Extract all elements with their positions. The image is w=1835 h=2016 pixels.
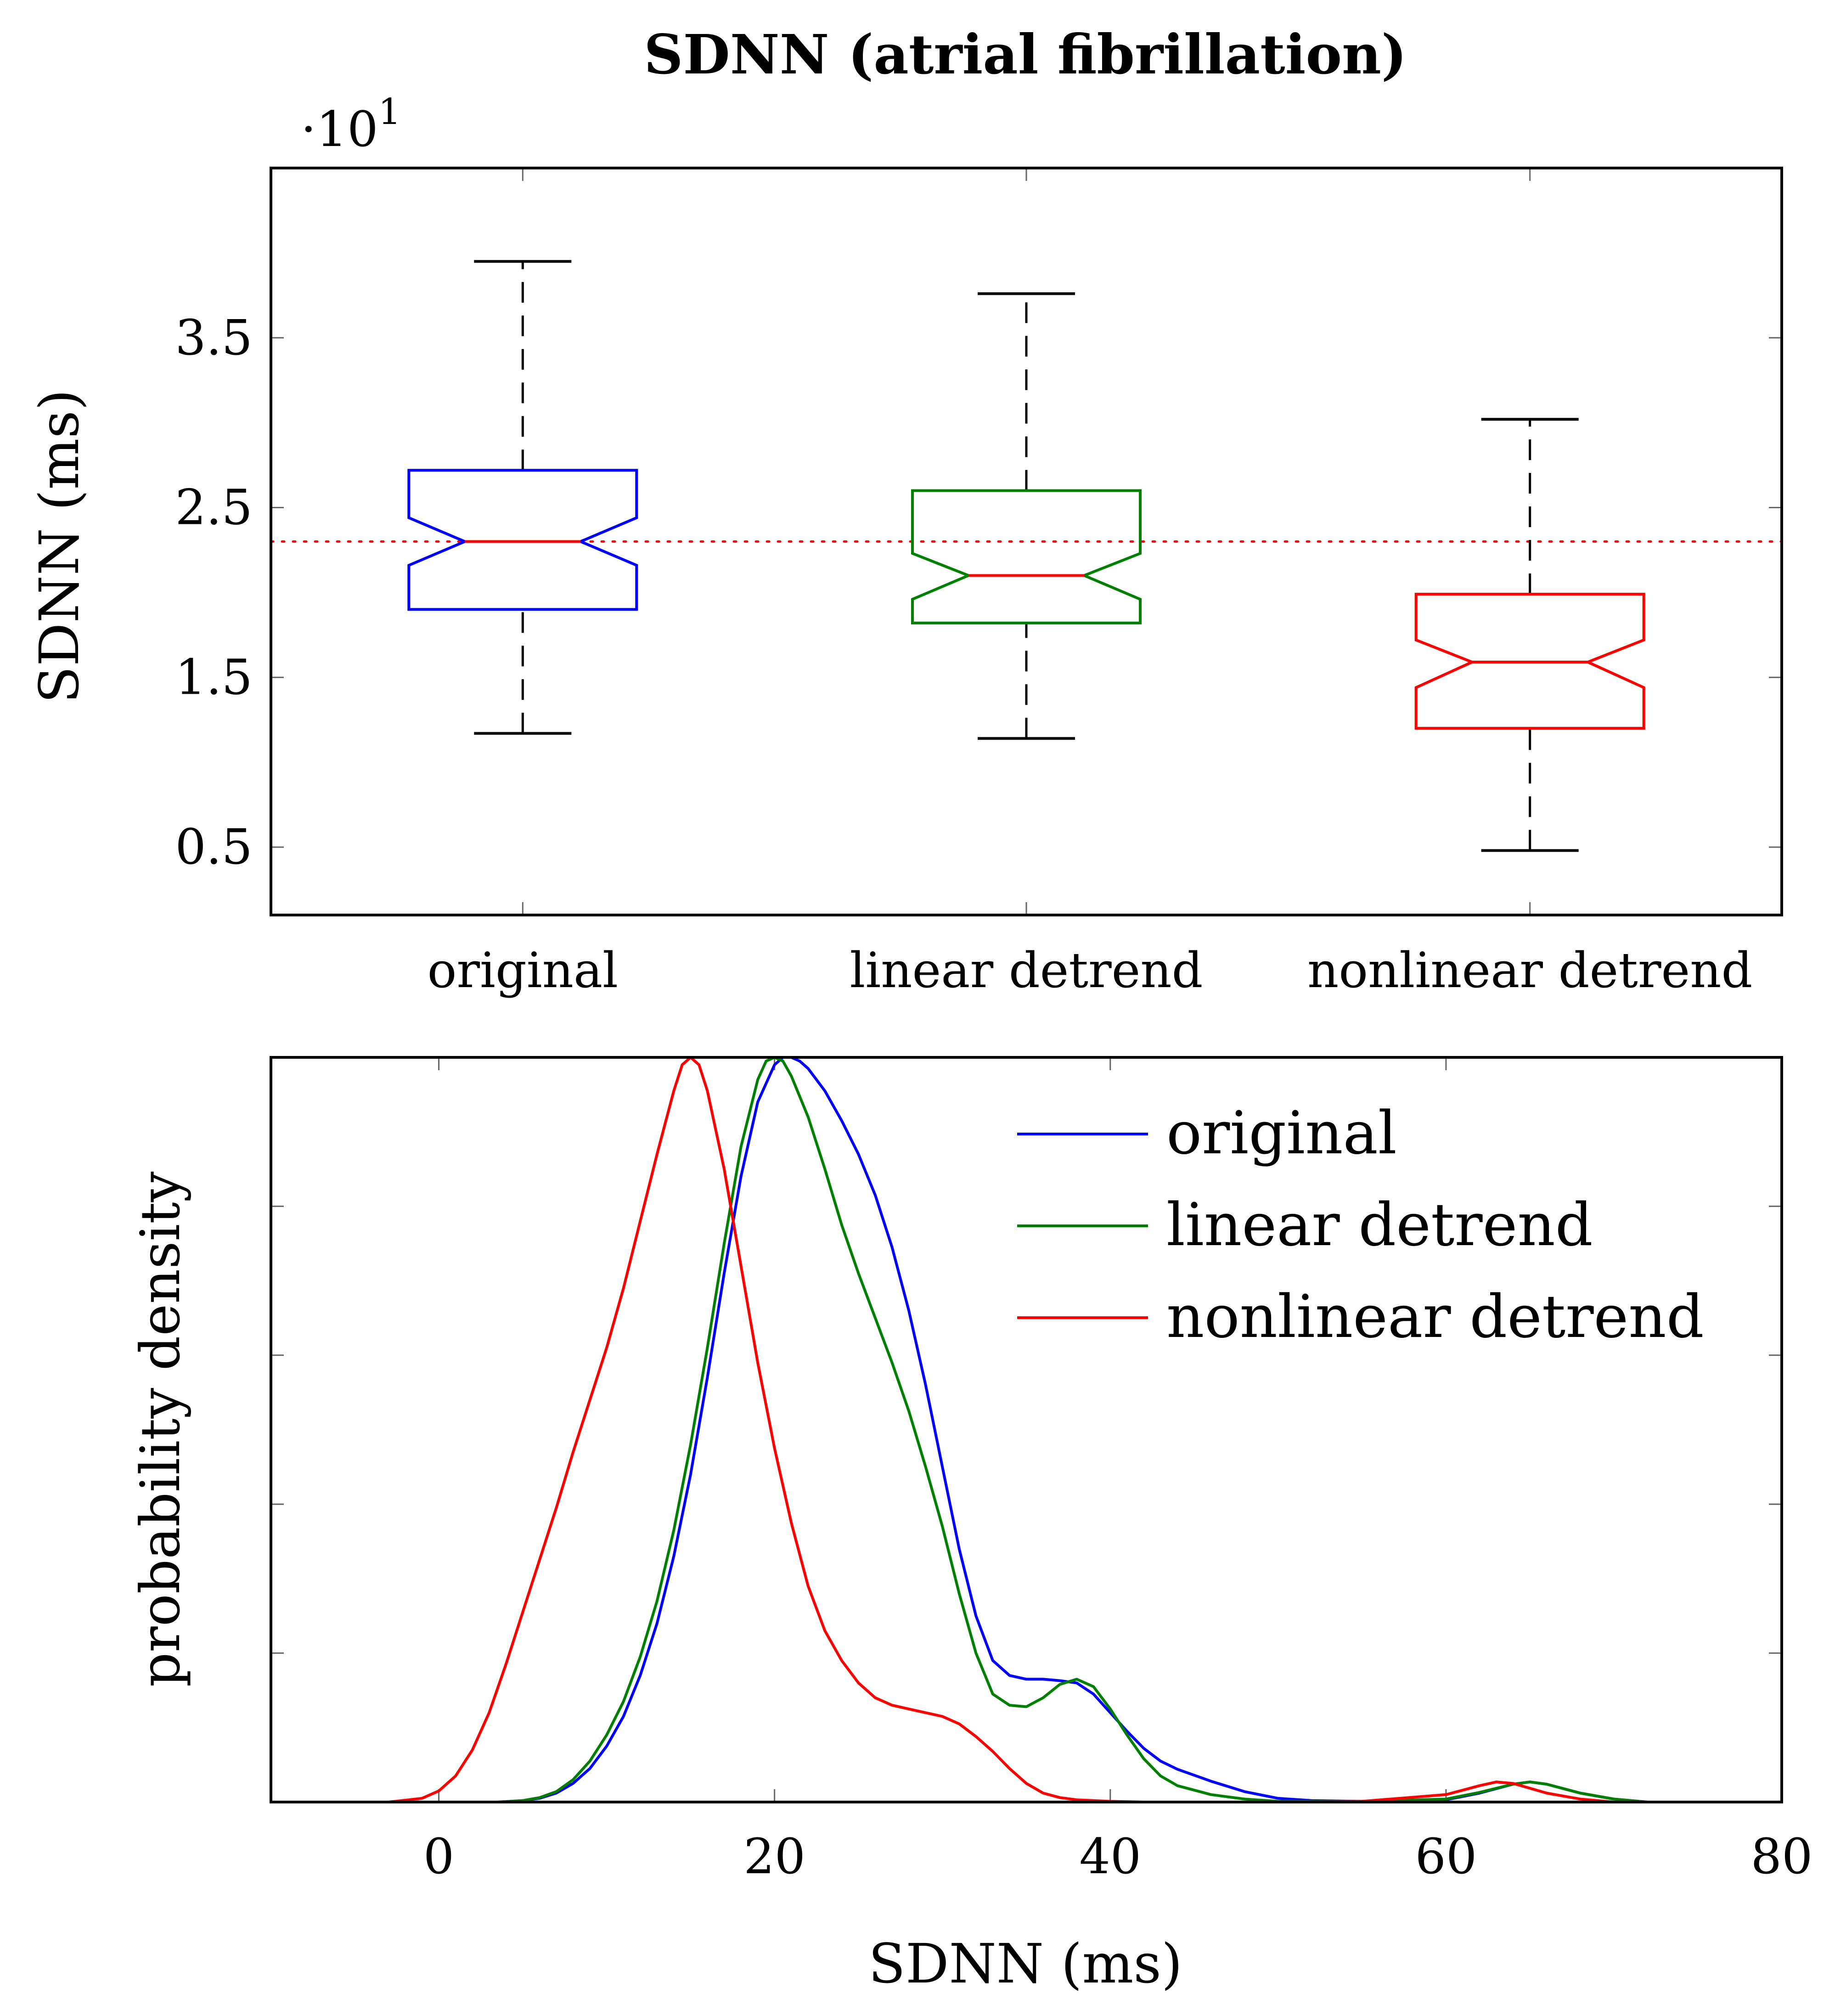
boxplot-category-label: original bbox=[428, 942, 619, 999]
density-x-tick-label: 20 bbox=[743, 1828, 805, 1885]
boxplot-y-tick-labels: 0.5 1.5 2.5 3.5 bbox=[175, 309, 253, 875]
y-multiplier-exponent: 1 bbox=[378, 91, 401, 133]
legend-label-nonlinear-detrend: nonlinear detrend bbox=[1166, 1283, 1704, 1351]
density-x-tick-label: 60 bbox=[1415, 1828, 1477, 1885]
boxplot-box-nonlinear-detrend bbox=[1414, 418, 1645, 852]
density-x-tick-label: 0 bbox=[423, 1828, 454, 1885]
boxplot-y-tick-label: 0.5 bbox=[175, 819, 253, 875]
boxplot-y-tick-label: 1.5 bbox=[175, 649, 253, 705]
boxplot-y-tick-label: 3.5 bbox=[175, 309, 253, 366]
legend-label-original: original bbox=[1166, 1099, 1397, 1168]
density-x-axis-label: SDNN (ms) bbox=[868, 1932, 1182, 1995]
boxplot-category-label: linear detrend bbox=[850, 942, 1203, 999]
boxplot-y-axis-label: SDNN (ms) bbox=[28, 389, 91, 703]
boxplot-axis-ticks bbox=[271, 168, 1782, 915]
boxplot-box-linear-detrend bbox=[911, 292, 1142, 740]
boxplot-category-labels: original linear detrend nonlinear detrend bbox=[428, 942, 1753, 999]
boxplot-boxes bbox=[407, 260, 1645, 852]
density-plot-frame bbox=[270, 1056, 1783, 1803]
density-panel: 0 20 40 60 80 SDNN (ms) probability density … bbox=[129, 1056, 1813, 1995]
boxplot-y-axis-multiplier: ·101 bbox=[301, 91, 401, 157]
boxplot-y-tick-label: 2.5 bbox=[175, 479, 253, 536]
boxplot-category-label: nonlinear detrend bbox=[1307, 942, 1752, 999]
density-y-axis-label: probability density bbox=[129, 1171, 192, 1687]
y-multiplier-base: ·10 bbox=[301, 101, 378, 157]
notched-box bbox=[911, 489, 1142, 624]
boxplot-panel: 0.5 1.5 2.5 3.5 original linear detrend nonli… bbox=[28, 91, 1783, 999]
notched-box bbox=[407, 469, 638, 611]
density-x-tick-labels: 0 20 40 60 80 bbox=[423, 1828, 1813, 1885]
density-x-tick-label: 80 bbox=[1751, 1828, 1813, 1885]
legend: original linear detrend nonlinear detrend bbox=[1017, 1099, 1704, 1351]
notched-box bbox=[1414, 593, 1645, 730]
legend-label-linear-detrend: linear detrend bbox=[1166, 1191, 1593, 1259]
boxplot-box-original bbox=[407, 260, 638, 735]
boxplot-plot-frame bbox=[270, 167, 1783, 916]
chart-title: SDNN (atrial fibrillation) bbox=[644, 22, 1407, 86]
density-x-tick-label: 40 bbox=[1079, 1828, 1141, 1885]
